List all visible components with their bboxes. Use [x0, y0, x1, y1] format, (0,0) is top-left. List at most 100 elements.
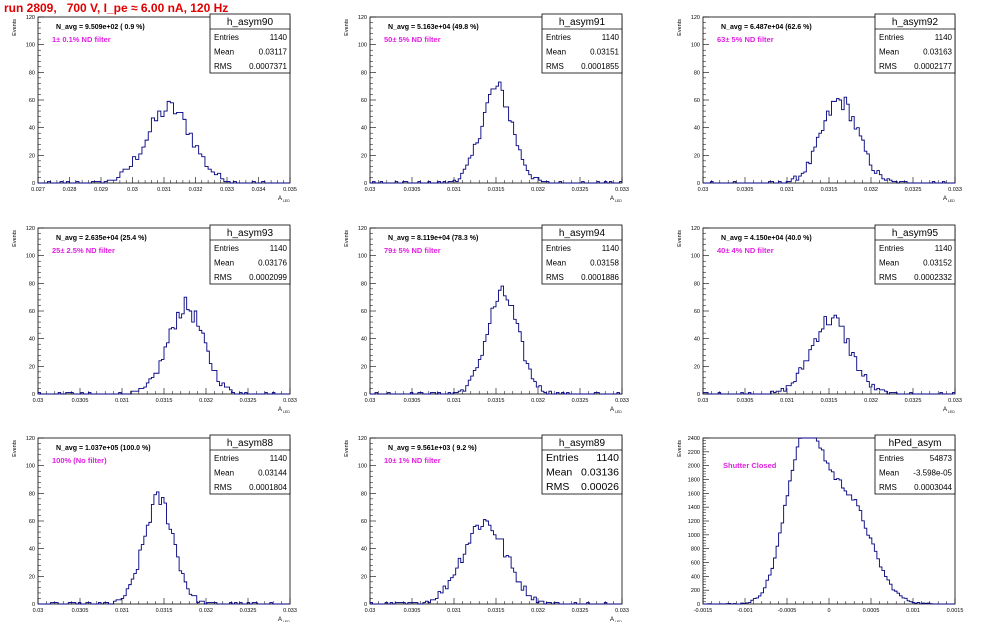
- stats-label: Entries: [214, 454, 239, 463]
- stats-value: 0.03158: [590, 259, 619, 268]
- x-tick-label: 0.03: [127, 187, 138, 193]
- y-tick-label: 40: [29, 547, 35, 553]
- y-tick-label: 1600: [688, 491, 700, 497]
- stats-label: RMS: [879, 62, 897, 71]
- y-tick-label: 2200: [688, 450, 700, 456]
- stats-label: RMS: [546, 62, 564, 71]
- y-tick-label: 400: [691, 574, 700, 580]
- stats-label: RMS: [214, 273, 232, 282]
- y-tick-label: 80: [361, 70, 367, 76]
- y-tick-label: 100: [358, 254, 367, 260]
- stats-label: Entries: [546, 452, 579, 464]
- histogram-panel-h_asym91: 0 20 40 60 80 100 120 0.03 0.0305 0.031 0.0315 0.03…: [344, 13, 629, 203]
- x-tick-label: 0.033: [615, 608, 629, 614]
- stats-value: 0.0001886: [581, 273, 619, 282]
- stats-label: RMS: [214, 62, 232, 71]
- stats-label: Entries: [546, 244, 571, 253]
- y-tick-label: 20: [361, 364, 367, 370]
- y-tick-label: 120: [358, 226, 367, 232]
- stats-label: Mean: [214, 469, 234, 478]
- x-tick-label: 0.032: [864, 398, 878, 404]
- x-axis-label: A LED: [943, 407, 955, 414]
- x-tick-label: 0.031: [115, 398, 129, 404]
- y-axis-label: Events: [12, 440, 18, 457]
- y-tick-label: 0: [697, 181, 700, 187]
- y-tick-label: 80: [29, 491, 35, 497]
- histogram-panel-h_asym89: 0 20 40 60 80 100 120 0.03 0.0305 0.031 0.0315 0.03…: [344, 434, 629, 622]
- y-tick-label: 80: [694, 70, 700, 76]
- x-tick-label: 0.0305: [404, 187, 421, 193]
- stats-label: Entries: [214, 244, 239, 253]
- stats-value: 0.03151: [590, 48, 619, 57]
- x-tick-label: 0.0325: [572, 608, 589, 614]
- x-axis-label: A LED: [278, 407, 290, 414]
- x-axis-label: A LED: [943, 196, 955, 203]
- histogram-line: [370, 285, 622, 395]
- x-tick-label: 0.0315: [488, 398, 505, 404]
- x-tick-label: 0.0315: [488, 187, 505, 193]
- stats-value: 0.03152: [923, 259, 952, 268]
- x-tick-label: 0.033: [948, 187, 962, 193]
- y-tick-label: 60: [29, 519, 35, 525]
- x-tick-label: 0.032: [199, 608, 213, 614]
- y-tick-label: 20: [361, 574, 367, 580]
- stats-label: RMS: [546, 273, 564, 282]
- stats-label: RMS: [546, 481, 569, 493]
- histogram-name: h_asym94: [559, 228, 606, 239]
- y-tick-label: 40: [361, 547, 367, 553]
- stats-label: Entries: [546, 33, 571, 42]
- y-tick-label: 100: [358, 464, 367, 470]
- stats-label: Mean: [546, 467, 572, 479]
- navg-label: N_avg = 5.163e+04 (49.8 %): [388, 24, 479, 31]
- y-tick-label: 1200: [688, 519, 700, 525]
- navg-label: N_avg = 9.561e+03 ( 9.2 %): [388, 445, 477, 452]
- histogram-panel-h_asym93: 0 20 40 60 80 100 120 0.03 0.0305 0.031 0.0315 0.03…: [12, 224, 297, 414]
- y-tick-label: 120: [358, 436, 367, 442]
- histogram-line: [38, 491, 290, 605]
- y-tick-label: 20: [29, 364, 35, 370]
- x-tick-label: 0.032: [531, 187, 545, 193]
- navg-label: N_avg = 2.635e+04 (25.4 %): [56, 235, 147, 242]
- x-tick-label: 0.033: [615, 398, 629, 404]
- y-tick-label: 60: [694, 98, 700, 104]
- x-tick-label: 0.031: [447, 398, 461, 404]
- stats-value: 1140: [270, 454, 288, 463]
- y-axis-label: Events: [12, 19, 18, 36]
- x-tick-label: 0.0305: [737, 187, 754, 193]
- x-tick-label: 0.032: [189, 187, 203, 193]
- stats-value: 0.0001804: [249, 483, 287, 492]
- x-tick-label: 0.03: [365, 187, 376, 193]
- histogram-panel-h_asym94: 0 20 40 60 80 100 120 0.03 0.0305 0.031 0.0315 0.03…: [344, 224, 629, 414]
- x-tick-label: 0.03: [365, 608, 376, 614]
- x-tick-label: 0.0325: [905, 398, 922, 404]
- y-tick-label: 120: [26, 436, 35, 442]
- y-axis-label: Events: [677, 230, 683, 247]
- y-tick-label: 80: [29, 70, 35, 76]
- histogram-panel-h_asym88: 0 20 40 60 80 100 120 0.03 0.0305 0.031 0.0315 0.03…: [12, 434, 297, 622]
- y-tick-label: 1400: [688, 505, 700, 511]
- stats-value: 1140: [270, 33, 288, 42]
- x-axis-label: A LED: [610, 407, 622, 414]
- y-tick-label: 0: [32, 392, 35, 398]
- x-tick-label: -0.0005: [778, 608, 797, 614]
- y-axis-label: Events: [677, 440, 683, 457]
- y-tick-label: 60: [361, 519, 367, 525]
- x-tick-label: 0.031: [780, 187, 794, 193]
- y-tick-label: 2400: [688, 436, 700, 442]
- x-tick-label: 0.031: [447, 608, 461, 614]
- filter-label: 100% (No filter): [52, 456, 107, 465]
- stats-label: Entries: [879, 33, 904, 42]
- y-tick-label: 40: [361, 126, 367, 132]
- y-tick-label: 0: [364, 602, 367, 608]
- y-tick-label: 600: [691, 561, 700, 567]
- y-tick-label: 1800: [688, 478, 700, 484]
- y-tick-label: 120: [26, 226, 35, 232]
- x-tick-label: 0.033: [220, 187, 234, 193]
- x-tick-label: 0.0315: [488, 608, 505, 614]
- stats-label: RMS: [879, 273, 897, 282]
- histogram-panel-h_asym92: 0 20 40 60 80 100 120 0.03 0.0305 0.031 0.0315 0.03…: [677, 13, 962, 203]
- x-tick-label: -0.001: [737, 608, 753, 614]
- x-tick-label: 0.031: [447, 187, 461, 193]
- y-axis-label: Events: [677, 19, 683, 36]
